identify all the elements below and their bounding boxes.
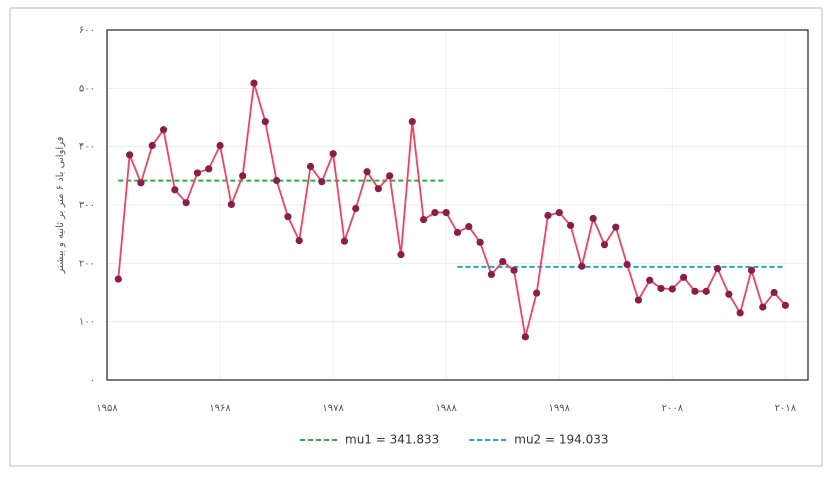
data-point (261, 117, 269, 126)
data-point (657, 284, 665, 293)
data-point (352, 204, 360, 213)
data-point (589, 214, 597, 223)
data-point (566, 221, 575, 230)
data-point (182, 199, 190, 207)
data-point (510, 266, 518, 274)
y-axis-label: فراوانی باد ۶ متر بر ثانیه و بیشتر (55, 136, 66, 274)
data-point (137, 179, 145, 187)
x-tick-label: ۱۹۶۸ (209, 403, 231, 414)
data-point (419, 215, 428, 224)
y-tick-label: ۳۰۰ (79, 200, 95, 211)
data-point (329, 150, 337, 158)
x-tick-label: ۱۹۸۸ (435, 403, 457, 414)
data-point (171, 186, 179, 194)
data-point (612, 223, 620, 231)
y-tick-label: ۲۰۰ (79, 258, 95, 269)
x-tick-label: ۱۹۷۸ (322, 403, 344, 414)
data-point (216, 141, 224, 150)
data-point (713, 264, 722, 273)
data-point (126, 151, 134, 159)
data-point (487, 270, 496, 279)
data-point (363, 168, 371, 176)
data-point (453, 228, 462, 237)
data-point (555, 208, 563, 217)
y-tick-label: ۱۰۰ (79, 317, 95, 328)
data-point (306, 162, 315, 171)
data-point (465, 222, 473, 231)
data-point (578, 262, 586, 270)
data-point (476, 238, 484, 246)
x-tick-label: ۲۰۰۸ (662, 403, 684, 414)
data-point (114, 275, 122, 283)
data-point (408, 117, 416, 126)
data-point (680, 273, 688, 281)
data-point (770, 288, 778, 297)
data-point (397, 250, 405, 259)
data-point (533, 289, 541, 297)
data-point (227, 200, 235, 209)
data-point (250, 79, 258, 87)
data-point (431, 208, 439, 217)
y-tick-label: ۴۰۰ (79, 142, 95, 153)
x-tick-label: ۲۰۱۸ (775, 403, 797, 414)
data-point (499, 257, 507, 266)
data-point (374, 185, 382, 193)
legend-label: mu1 = 341.833 (345, 433, 439, 447)
grid (106, 29, 808, 381)
plot-frame (106, 29, 809, 381)
data-point (340, 237, 349, 245)
data-point (634, 296, 643, 304)
data-point (600, 241, 609, 249)
data-point (668, 285, 676, 293)
data-point (318, 178, 326, 186)
data-point (284, 213, 292, 221)
data-point (544, 211, 552, 220)
chart-frame (9, 7, 823, 467)
data-point (159, 126, 168, 134)
data-point (239, 172, 247, 180)
data-point (295, 236, 303, 245)
y-tick-label: ۶۰۰ (79, 25, 95, 36)
data-point (623, 260, 631, 269)
data-point (205, 165, 213, 173)
data-point (521, 333, 529, 341)
data-point (386, 172, 394, 180)
x-tick-label: ۱۹۹۸ (549, 403, 571, 414)
y-tick-label: ۵۰۰ (79, 83, 95, 94)
data-point (148, 141, 156, 150)
data-point (646, 276, 654, 284)
data-point (691, 287, 699, 295)
data-point (702, 287, 710, 295)
data-point (747, 266, 756, 274)
data-point (725, 290, 733, 298)
data-point (736, 309, 744, 317)
data-point (781, 301, 789, 309)
data-point (759, 303, 767, 311)
y-tick-label: ۰ (90, 375, 95, 386)
data-point (193, 169, 202, 177)
x-tick-label: ۱۹۵۸ (96, 403, 118, 414)
legend-label: mu2 = 194.033 (514, 433, 608, 447)
data-point (272, 176, 281, 185)
data-point (442, 208, 450, 217)
